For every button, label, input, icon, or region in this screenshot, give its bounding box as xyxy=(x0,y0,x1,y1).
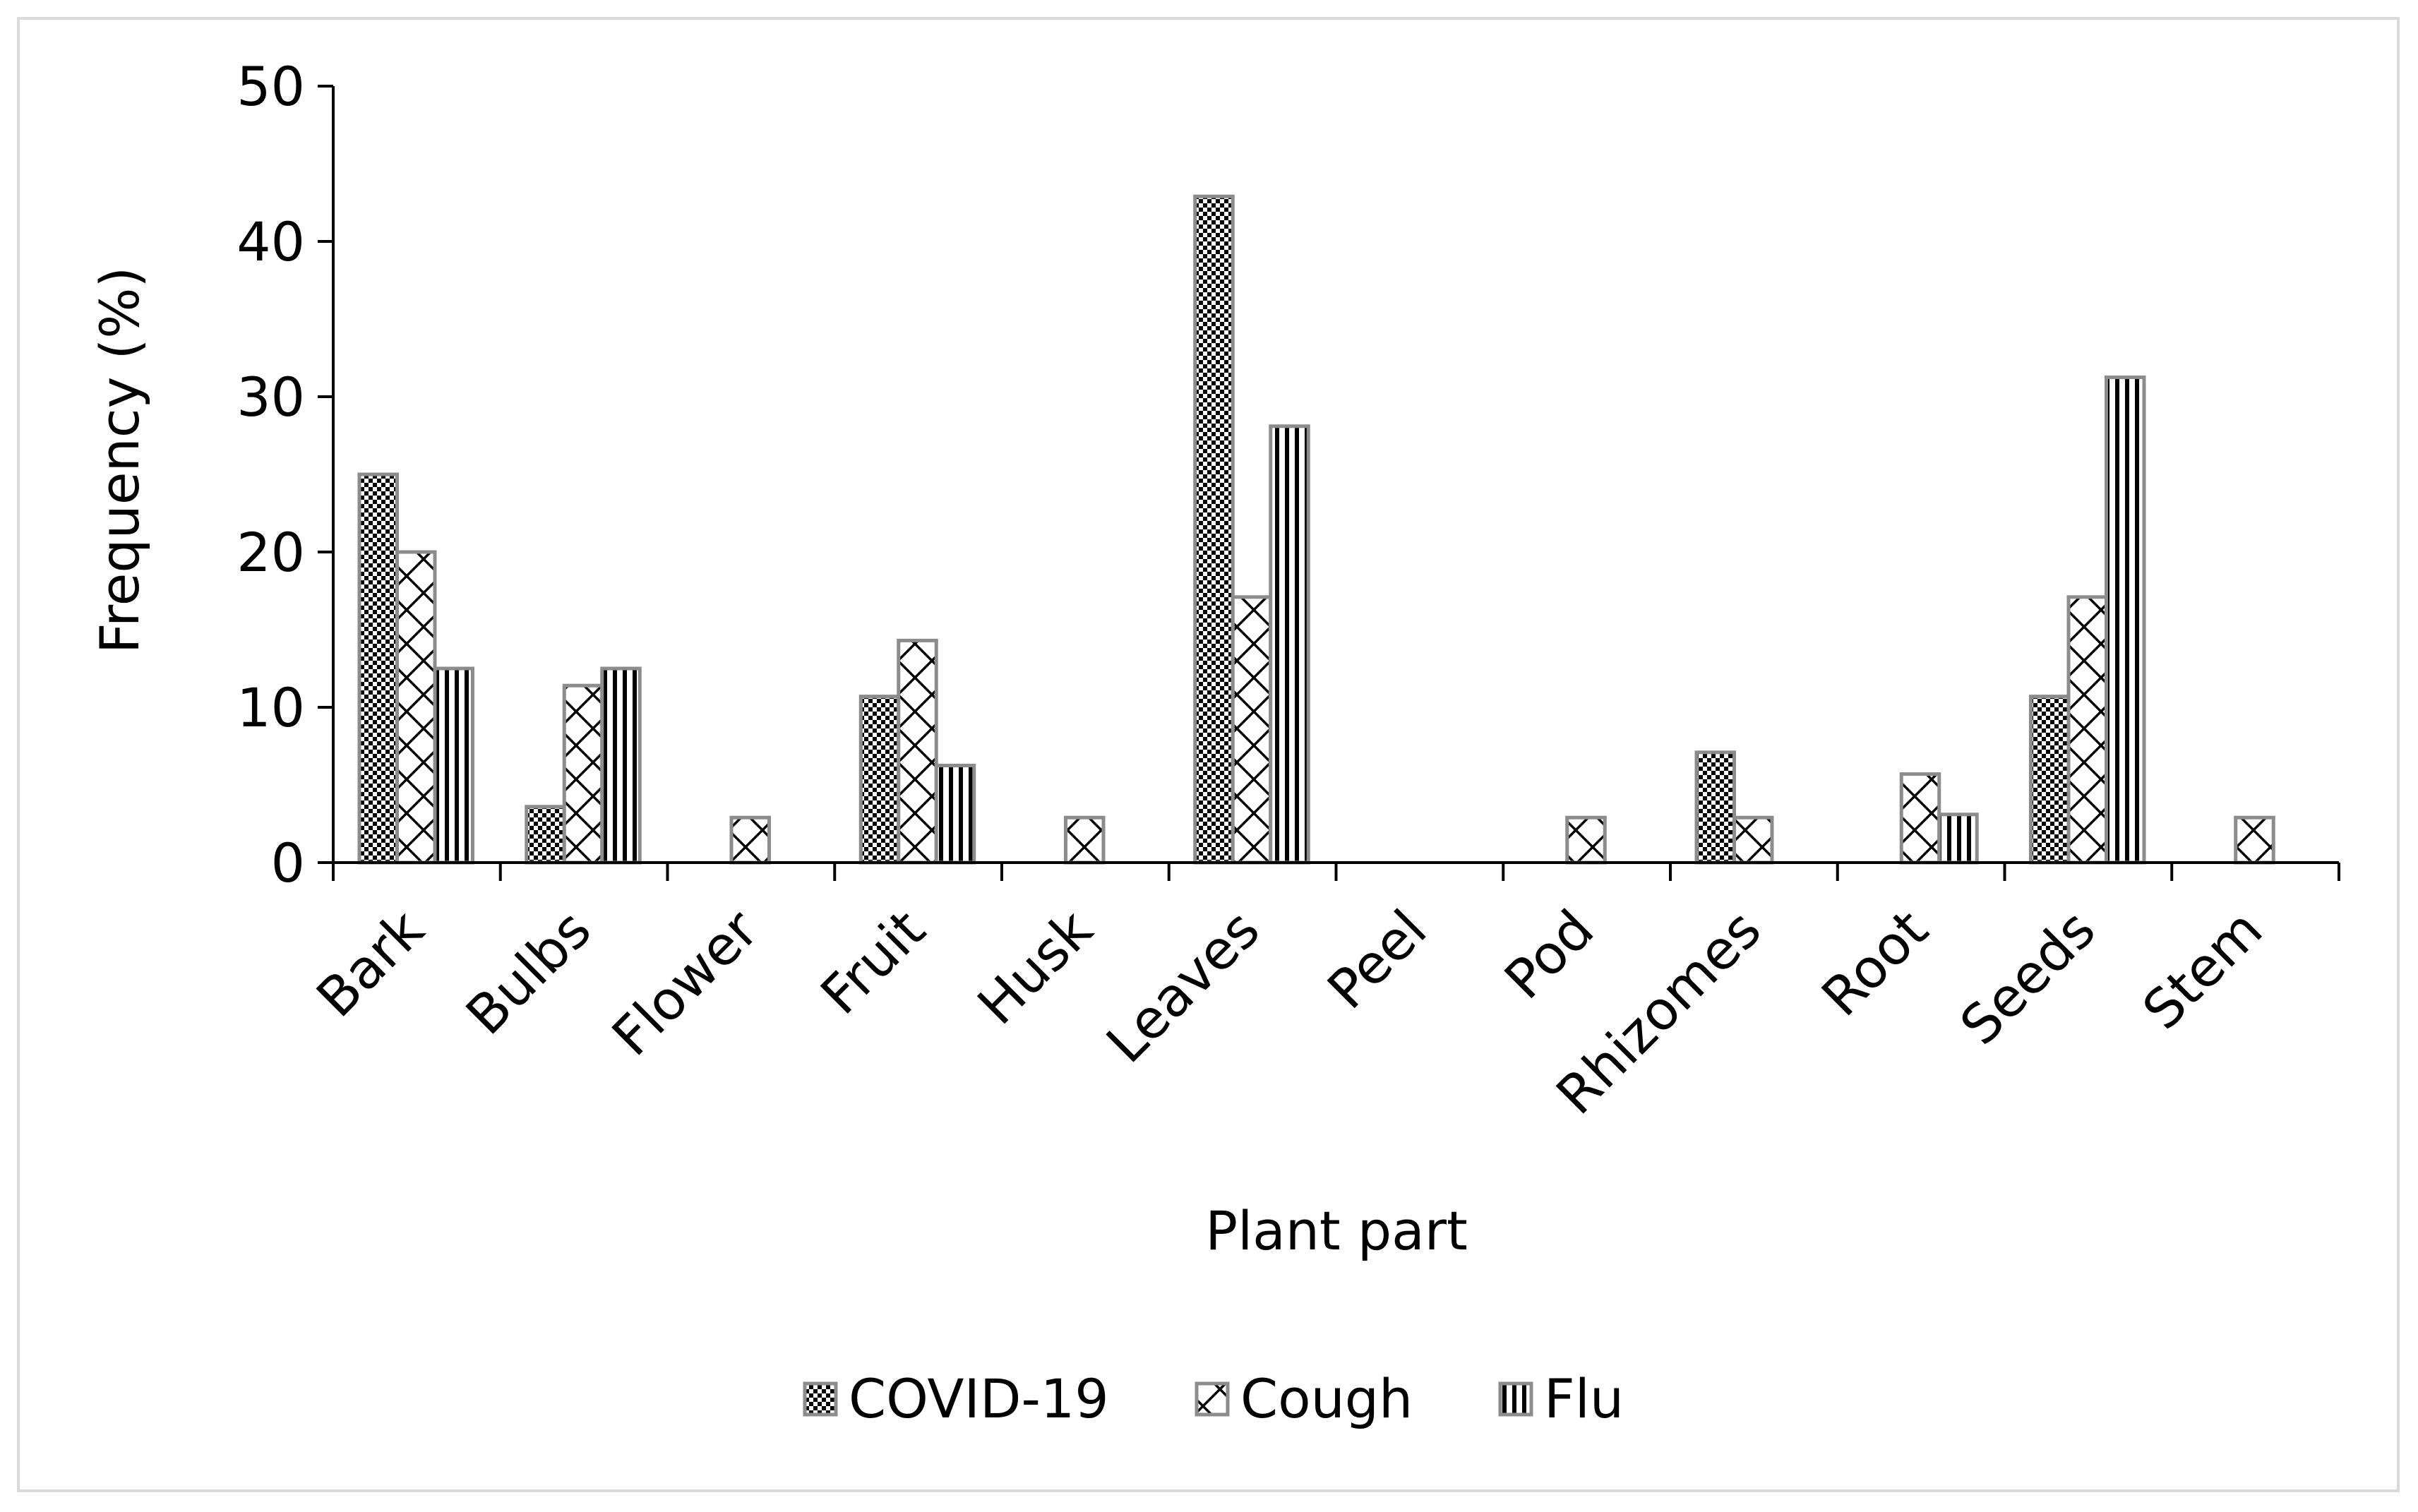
x-tick-label: Peel xyxy=(1315,898,1438,1021)
bar-cough-flower xyxy=(729,815,771,865)
y-tick-label: 20 xyxy=(237,521,305,584)
legend-label: Flu xyxy=(1544,1367,1624,1430)
legend-label: COVID-19 xyxy=(849,1367,1109,1430)
bar-cough-stem xyxy=(2234,815,2275,865)
bar-cough-bulbs xyxy=(562,683,604,865)
x-tick-label: Root xyxy=(1809,898,1940,1028)
bar-cough-seeds xyxy=(2066,595,2108,865)
legend-label: Cough xyxy=(1240,1367,1413,1430)
bar-covid-19-leaves xyxy=(1193,194,1235,865)
y-axis-ticks: 0 10 20 30 40 50 xyxy=(237,55,333,894)
bar-flu-seeds xyxy=(2105,376,2146,865)
y-tick-label: 30 xyxy=(237,366,305,428)
bar-cough-pod xyxy=(1565,815,1607,865)
bar-covid-19-seeds xyxy=(2029,695,2071,865)
bar-cough-rhizomes xyxy=(1732,815,1774,865)
bar-flu-bark xyxy=(433,666,474,865)
y-axis-title: Frequency (%) xyxy=(88,267,151,654)
x-tick-label: Bark xyxy=(304,898,436,1029)
y-tick-label: 40 xyxy=(237,210,305,273)
legend-swatch-covid-19 xyxy=(803,1381,838,1417)
bar-cough-leaves xyxy=(1231,595,1273,865)
x-axis-title: Plant part xyxy=(1205,1199,1468,1262)
x-tick-label: Seeds xyxy=(1948,898,2107,1057)
x-tick-label: Stem xyxy=(2131,898,2275,1042)
bar-covid-19-fruit xyxy=(858,695,901,865)
y-tick-label: 0 xyxy=(271,832,305,894)
bar-covid-19-bark xyxy=(357,472,399,865)
x-tick-label: Bulbs xyxy=(454,898,603,1047)
legend: COVID-19 Cough Flu xyxy=(803,1367,1624,1430)
bar-cough-fruit xyxy=(897,638,938,865)
legend-swatch-cough xyxy=(1195,1381,1230,1417)
bar-flu-fruit xyxy=(934,764,976,865)
bar-cough-root xyxy=(1899,772,1941,865)
x-tick-label: Fruit xyxy=(808,898,937,1026)
bar-flu-leaves xyxy=(1269,424,1310,865)
y-tick-label: 10 xyxy=(237,676,305,739)
x-tick-label: Husk xyxy=(966,898,1105,1037)
x-tick-label: Flower xyxy=(600,897,770,1067)
y-tick-label: 50 xyxy=(237,55,305,118)
x-tick-label: Leaves xyxy=(1094,898,1271,1075)
bar-covid-19-rhizomes xyxy=(1694,750,1736,865)
bar-cough-husk xyxy=(1064,815,1106,865)
bar-flu-root xyxy=(1937,812,1979,865)
bar-cough-bark xyxy=(395,550,437,865)
bar-flu-bulbs xyxy=(600,666,642,865)
legend-swatch-flu xyxy=(1498,1381,1533,1417)
x-tick-label: Pod xyxy=(1492,898,1605,1011)
bars-layer xyxy=(357,194,2275,865)
bar-covid-19-bulbs xyxy=(525,805,566,865)
